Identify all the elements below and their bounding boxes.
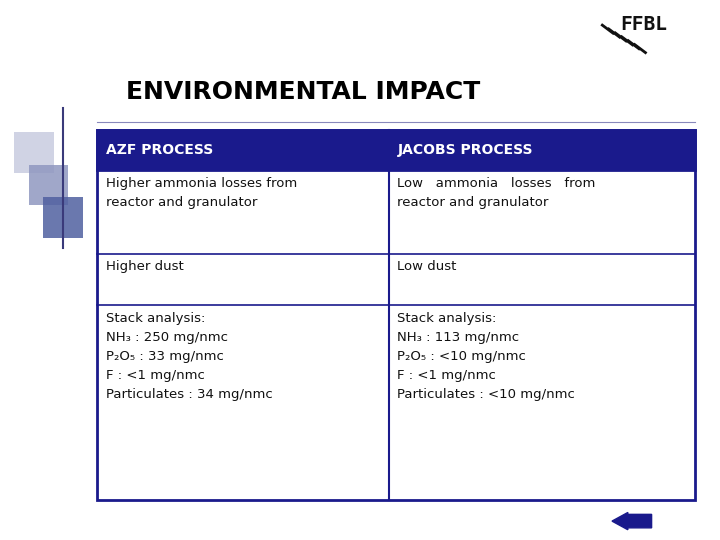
Bar — [97, 130, 695, 170]
Text: JACOBS PROCESS: JACOBS PROCESS — [397, 143, 533, 157]
Text: Higher dust: Higher dust — [106, 260, 184, 273]
Text: FFBL: FFBL — [621, 15, 667, 34]
Bar — [14, 132, 54, 173]
Text: Low dust: Low dust — [397, 260, 456, 273]
Text: Stack analysis:
NH₃ : 113 mg/nmc
P₂O₅ : <10 mg/nmc
F : <1 mg/nmc
Particulates : : Stack analysis: NH₃ : 113 mg/nmc P₂O₅ : … — [397, 312, 575, 401]
Text: Higher ammonia losses from
reactor and granulator: Higher ammonia losses from reactor and g… — [106, 177, 297, 208]
Text: AZF PROCESS: AZF PROCESS — [106, 143, 213, 157]
Text: Low   ammonia   losses   from
reactor and granulator: Low ammonia losses from reactor and gran… — [397, 177, 596, 208]
Text: ENVIRONMENTAL IMPACT: ENVIRONMENTAL IMPACT — [126, 80, 480, 104]
Bar — [29, 165, 68, 205]
FancyArrow shape — [612, 512, 652, 530]
Text: Stack analysis:
NH₃ : 250 mg/nmc
P₂O₅ : 33 mg/nmc
F : <1 mg/nmc
Particulates : 3: Stack analysis: NH₃ : 250 mg/nmc P₂O₅ : … — [106, 312, 273, 401]
Bar — [97, 130, 695, 500]
Bar — [43, 197, 83, 238]
